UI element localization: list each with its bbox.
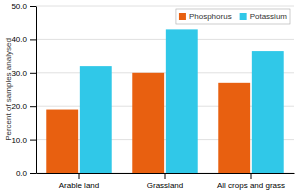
y-axis-line: [36, 7, 37, 174]
x-tick-label: Arable land: [59, 181, 99, 190]
bar: [218, 83, 250, 173]
bar: [46, 110, 78, 173]
y-tick-mark: [30, 6, 36, 7]
y-axis-label: Percent of samples analysed: [4, 38, 13, 141]
x-tick: Grassland: [147, 173, 183, 190]
y-tick-mark: [30, 73, 36, 74]
y-tick-mark: [30, 106, 36, 107]
y-tick-mark: [30, 173, 36, 174]
x-tick: All crops and grass: [217, 173, 285, 190]
y-tick: 50.0: [11, 2, 36, 11]
bars: [46, 29, 283, 173]
x-tick-mark: [165, 173, 166, 179]
chart-svg: 0.0 10.0 20.0 30.0 40.0 50.0 Arable land Grassl…: [0, 0, 300, 191]
bar: [132, 73, 164, 173]
y-tick: 10.0: [11, 136, 36, 145]
bar: [80, 66, 112, 173]
x-tick-label: Grassland: [147, 181, 183, 190]
y-tick: 40.0: [11, 35, 36, 44]
grid: [36, 6, 294, 173]
y-axis: 0.0 10.0 20.0 30.0 40.0 50.0: [11, 2, 36, 178]
legend-swatch: [179, 13, 186, 20]
bar-series: [80, 29, 284, 173]
y-tick-mark: [30, 39, 36, 40]
y-tick-label: 50.0: [11, 2, 27, 11]
grid-line: [36, 39, 294, 40]
grid-line: [36, 6, 294, 7]
bar: [166, 29, 198, 173]
x-tick-mark: [79, 173, 80, 179]
x-axis: Arable land Grassland All crops and grass: [37, 173, 295, 190]
plot-area: 0.0 10.0 20.0 30.0 40.0 50.0 Arable land Grassl…: [11, 2, 294, 190]
y-tick-label: 0.0: [16, 169, 28, 178]
chart-container: 0.0 10.0 20.0 30.0 40.0 50.0 Arable land Grassl…: [0, 0, 300, 191]
legend: Phosphorus Potassium: [176, 9, 290, 24]
y-tick-label: 40.0: [11, 35, 27, 44]
legend-box: [176, 9, 290, 24]
bar: [252, 51, 284, 173]
y-tick-label: 30.0: [11, 69, 27, 78]
legend-label: Phosphorus: [189, 12, 232, 21]
y-tick: 30.0: [11, 69, 36, 78]
legend-swatch: [240, 13, 247, 20]
bar-series: [46, 73, 250, 173]
y-tick: 0.0: [16, 169, 36, 178]
y-tick-label: 20.0: [11, 102, 27, 111]
legend-label: Potassium: [250, 12, 288, 21]
y-tick: 20.0: [11, 102, 36, 111]
x-tick-label: All crops and grass: [217, 181, 285, 190]
y-tick-label: 10.0: [11, 136, 27, 145]
y-tick-mark: [30, 140, 36, 141]
x-tick-mark: [251, 173, 252, 179]
x-tick: Arable land: [59, 173, 99, 190]
